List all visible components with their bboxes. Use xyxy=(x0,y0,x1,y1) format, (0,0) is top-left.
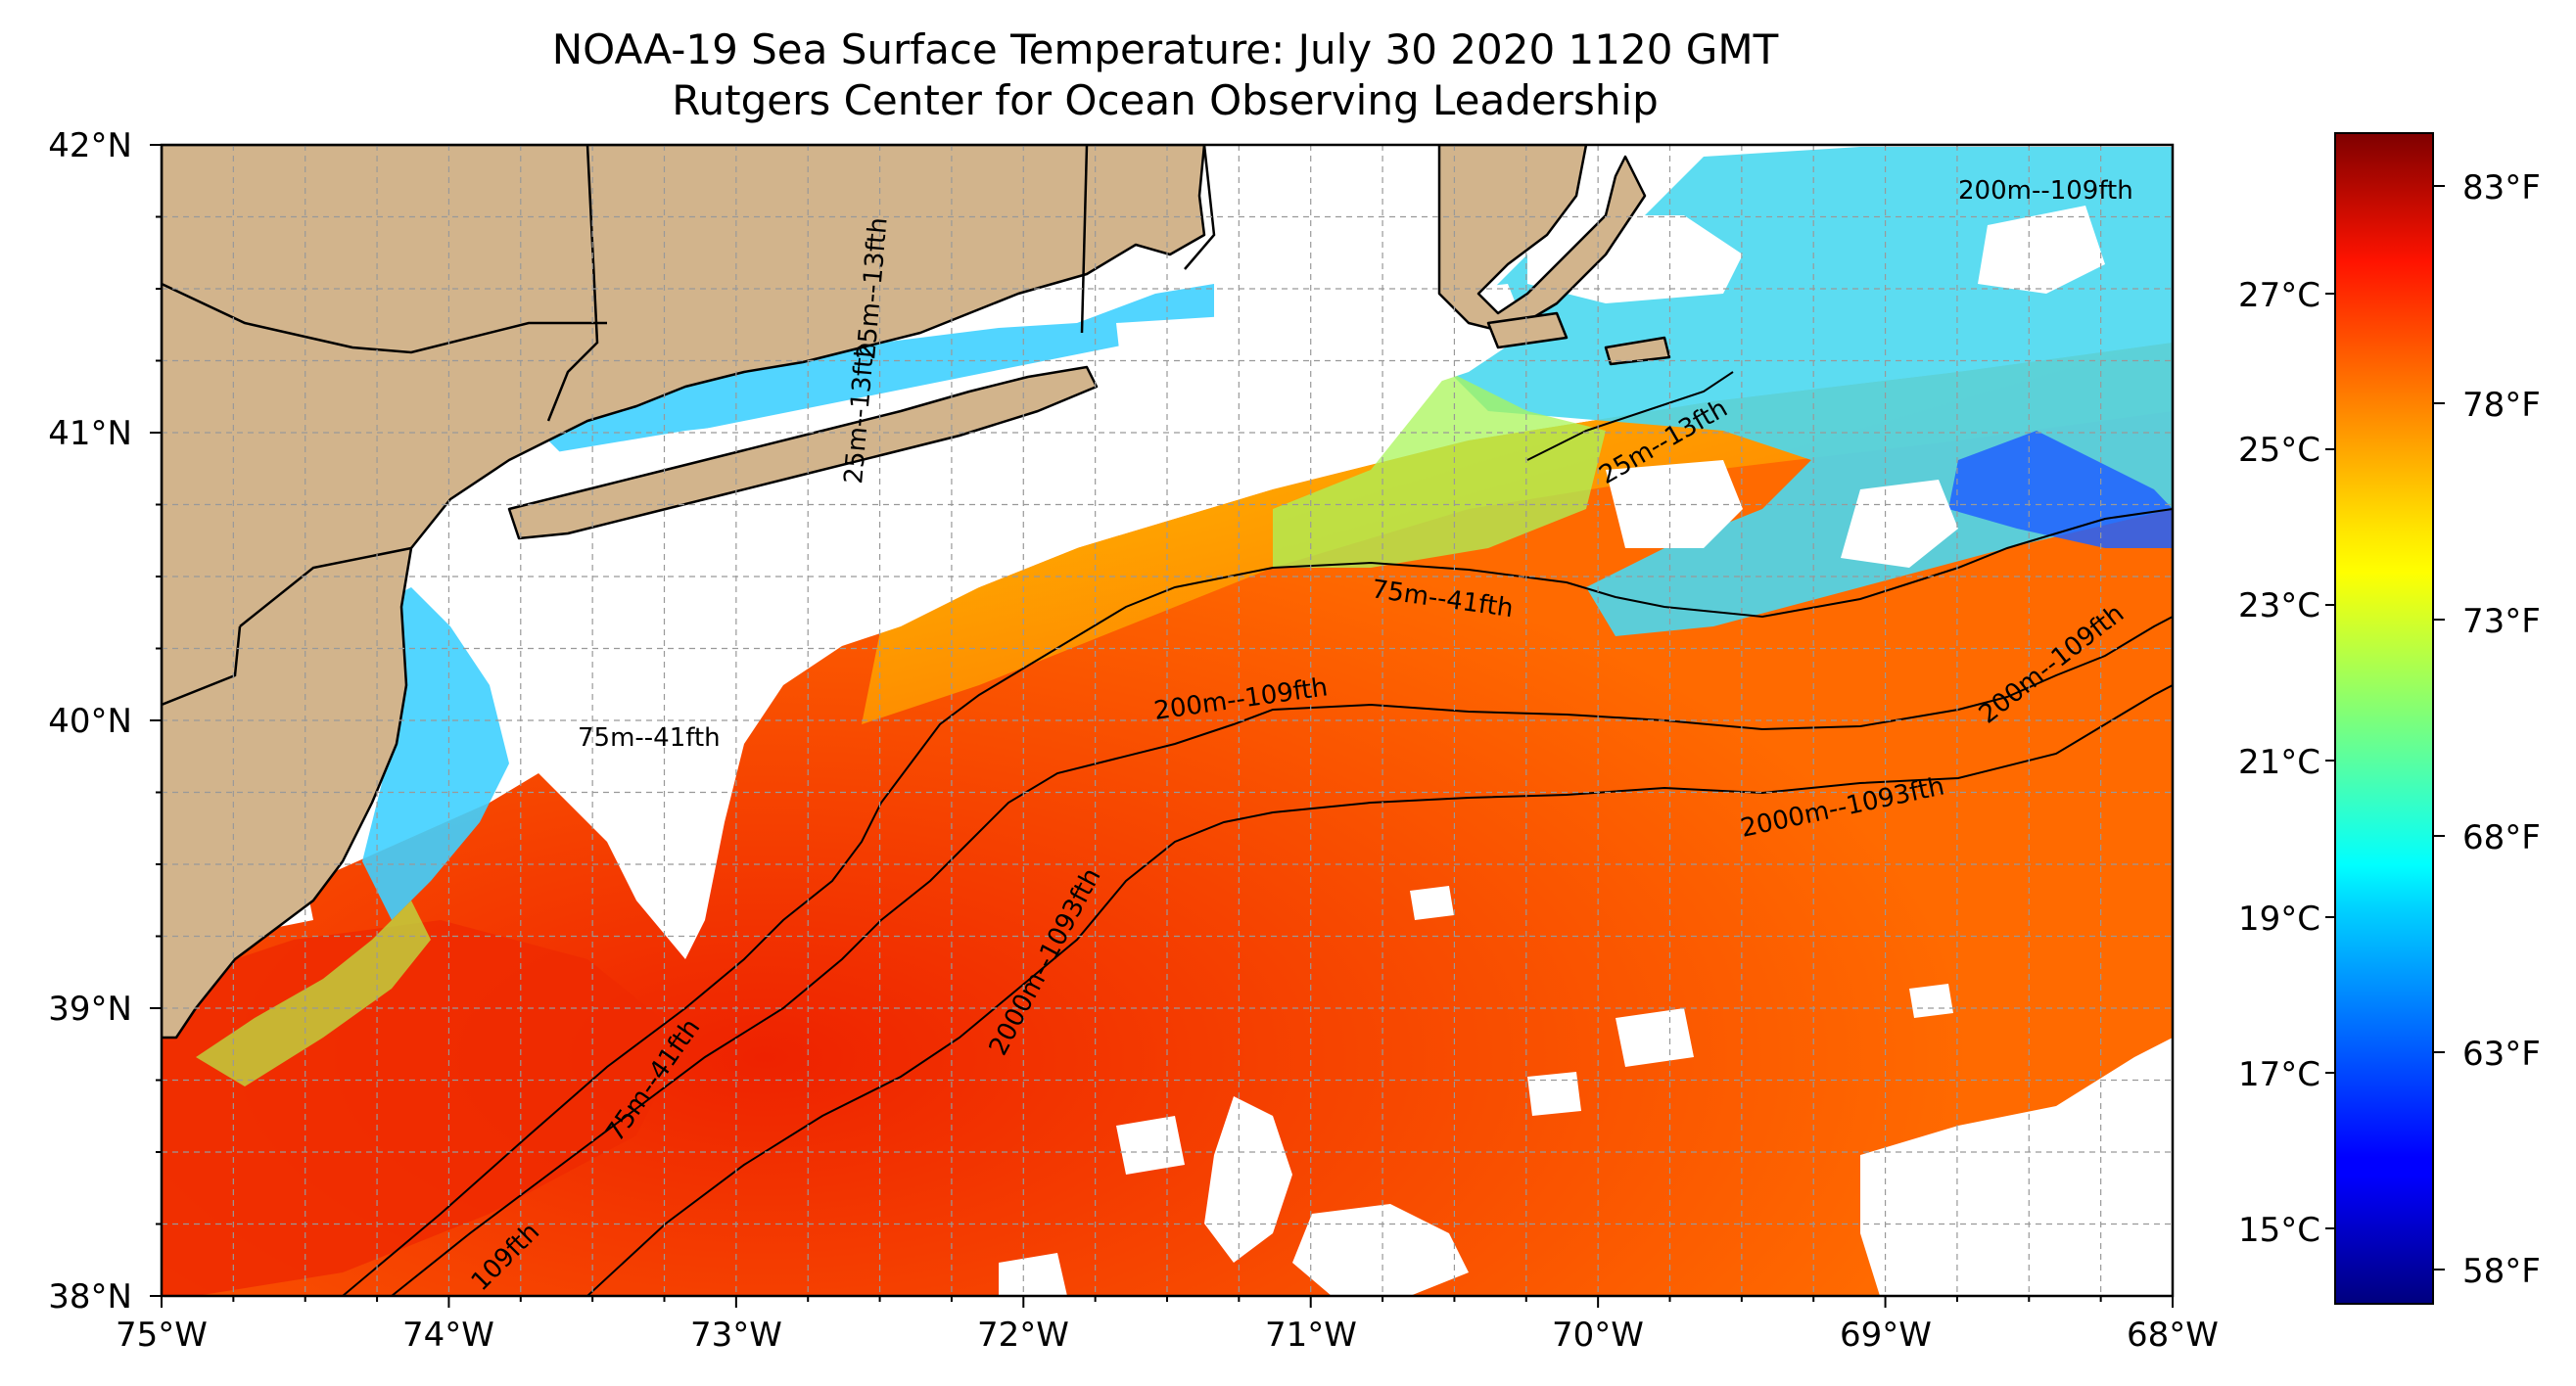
lon-tick-label: 70°W xyxy=(1552,1316,1644,1355)
celsius-label: 15°C xyxy=(2238,1211,2320,1250)
land-nantucket xyxy=(1604,336,1671,366)
fahrenheit-label: 58°F xyxy=(2462,1252,2541,1291)
fahrenheit-label: 83°F xyxy=(2462,168,2541,208)
contour-2000m xyxy=(586,684,2173,1296)
axis-ticks xyxy=(150,144,2174,1308)
sst-green-band xyxy=(196,901,431,1086)
fahrenheit-label: 73°F xyxy=(2462,602,2541,641)
lon-tick-label: 68°W xyxy=(2127,1316,2219,1355)
land-masses xyxy=(162,145,1671,1040)
sst-cool-coastal xyxy=(529,284,1214,460)
lon-tick-label: 72°W xyxy=(977,1316,1069,1355)
lat-tick-labels: 38°N 39°N 40°N 41°N 42°N xyxy=(48,126,132,1317)
colorbar-celsius-labels: 27°C 25°C 23°C 21°C 19°C 17°C 15°C xyxy=(2238,276,2320,1250)
contour-label: 200m--109fth xyxy=(1958,176,2133,206)
lon-tick-labels: 75°W 74°W 73°W 72°W 71°W 70°W 69°W 68°W xyxy=(116,1316,2219,1355)
celsius-label: 21°C xyxy=(2238,743,2320,782)
land-mainland xyxy=(162,145,1206,1040)
celsius-label: 19°C xyxy=(2238,900,2320,939)
lat-tick-label: 41°N xyxy=(48,414,132,453)
map-area: 200m--109fth 75m--41fth 200m--109fth 200… xyxy=(162,145,2173,1296)
colorbar: 27°C 25°C 23°C 21°C 19°C 17°C 15°C 83°F … xyxy=(2238,132,2541,1305)
land-long-island xyxy=(507,365,1099,540)
cloud-gaps xyxy=(255,206,2173,1296)
sst-blue-patch xyxy=(1948,431,2173,548)
lon-tick-label: 73°W xyxy=(690,1316,782,1355)
sst-green-mid xyxy=(1273,372,1606,568)
land-martha-vineyard xyxy=(1486,311,1569,349)
fahrenheit-label: 68°F xyxy=(2462,818,2541,857)
graticule xyxy=(162,145,2173,1296)
contour-75m xyxy=(342,508,2173,1296)
celsius-label: 23°C xyxy=(2238,586,2320,625)
bathymetry-contours xyxy=(342,371,2173,1296)
colorbar-fahrenheit-labels: 83°F 78°F 73°F 68°F 63°F 58°F xyxy=(2462,168,2541,1291)
lat-tick-label: 40°N xyxy=(48,702,132,741)
figure-subtitle: Rutgers Center for Ocean Observing Leade… xyxy=(672,76,1659,124)
lat-tick-label: 42°N xyxy=(48,126,132,165)
contour-label: 75m--41fth xyxy=(578,723,721,753)
celsius-label: 17°C xyxy=(2238,1055,2320,1094)
lat-tick-label: 38°N xyxy=(48,1277,132,1317)
contour-200m xyxy=(391,616,2173,1296)
lon-tick-label: 74°W xyxy=(402,1316,494,1355)
lon-tick-label: 75°W xyxy=(116,1316,208,1355)
figure-title: NOAA-19 Sea Surface Temperature: July 30… xyxy=(551,25,1779,73)
celsius-label: 25°C xyxy=(2238,431,2320,470)
celsius-label: 27°C xyxy=(2238,276,2320,315)
fahrenheit-label: 78°F xyxy=(2462,386,2541,425)
fahrenheit-label: 63°F xyxy=(2462,1035,2541,1074)
lat-tick-label: 39°N xyxy=(48,990,132,1029)
contour-25m xyxy=(1526,371,1734,461)
lon-tick-label: 69°W xyxy=(1840,1316,1932,1355)
colorbar-gradient xyxy=(2334,132,2434,1305)
lon-tick-label: 71°W xyxy=(1265,1316,1357,1355)
